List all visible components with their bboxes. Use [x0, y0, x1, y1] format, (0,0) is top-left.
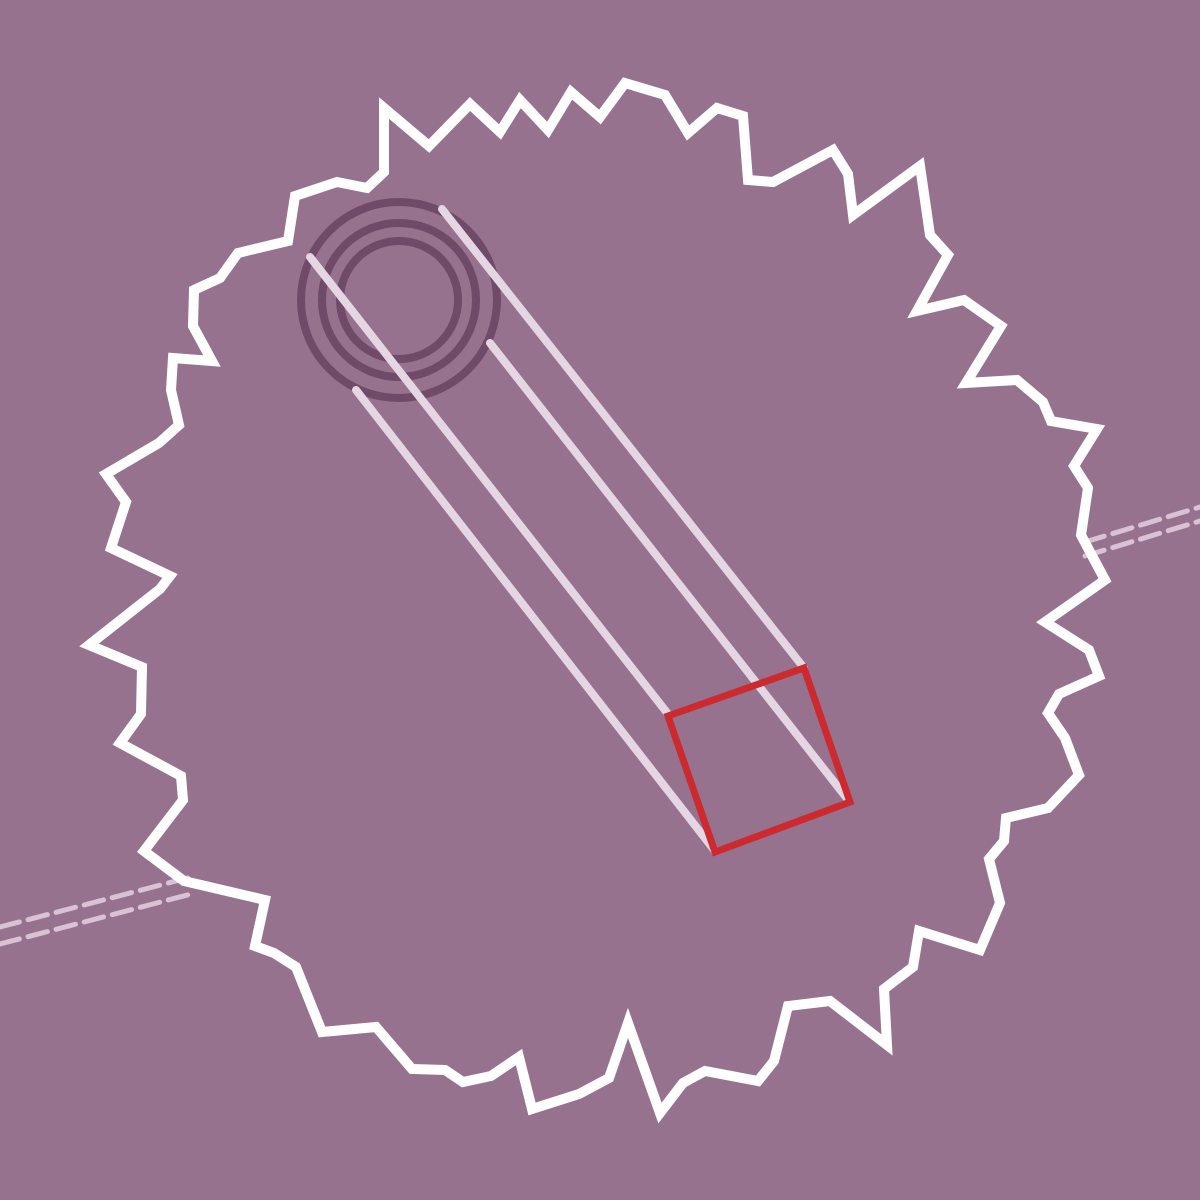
- beam-line-4: [486, 339, 853, 805]
- beam-line-3: [352, 386, 719, 855]
- dashed-line-right-lower: [1082, 518, 1200, 559]
- dashed-line-lower-upper: [0, 873, 198, 930]
- beam-line-1: [306, 253, 672, 718]
- jagged-burst-outline: [79, 77, 1112, 1124]
- ring-outer: [297, 198, 501, 402]
- diagonal-beam-lines: [306, 205, 853, 855]
- dashed-diagonal-lines: [0, 504, 1200, 947]
- red-square-outline: [663, 663, 855, 857]
- beam-line-2: [438, 205, 808, 672]
- dashed-line-lower-lower: [0, 890, 198, 947]
- dashed-line-right-upper: [1082, 504, 1200, 545]
